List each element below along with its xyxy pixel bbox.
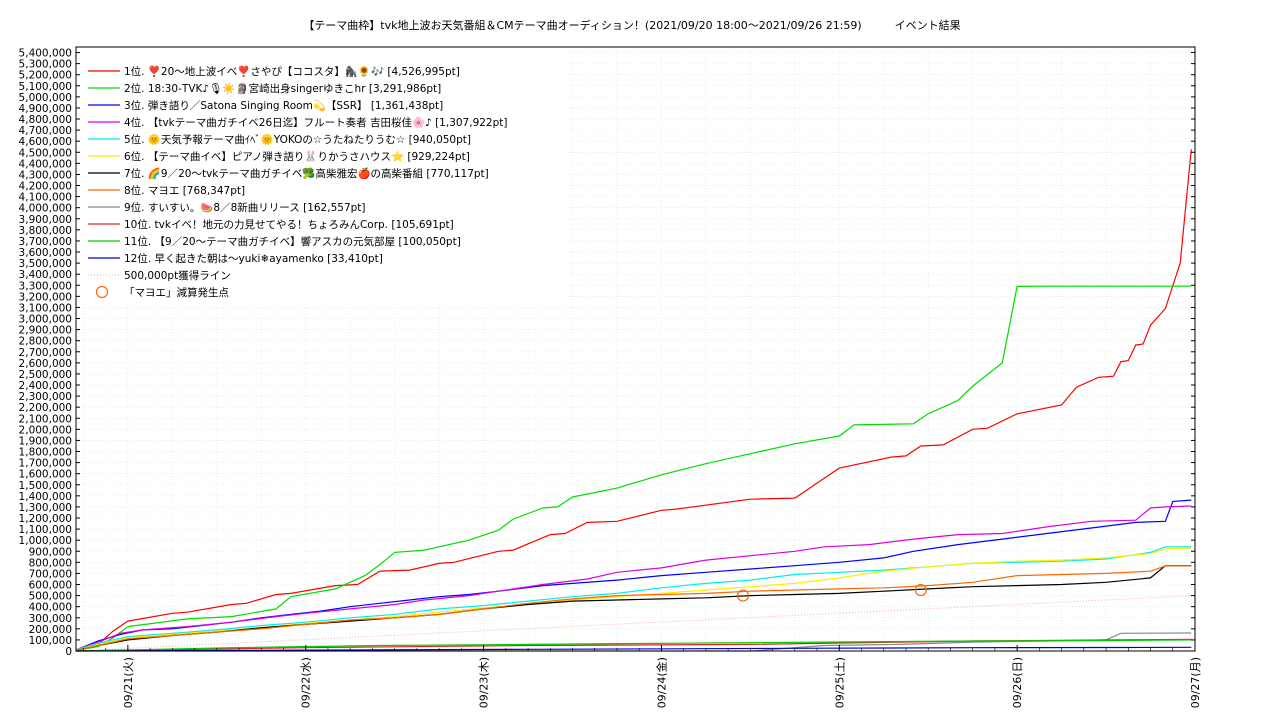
y-tick-label: 3,600,000 (19, 247, 72, 259)
legend-background (80, 52, 568, 306)
y-tick-label: 1,800,000 (19, 447, 72, 459)
legend-entry-annotation: 「マヨエ」減算発生点 (124, 286, 229, 299)
y-tick-label: 5,400,000 (19, 48, 72, 60)
y-tick-label: 1,600,000 (19, 469, 72, 481)
y-tick-label: 3,000,000 (19, 314, 72, 326)
series-line-4 (75, 505, 1192, 651)
y-tick-label: 1,700,000 (19, 458, 72, 470)
legend-entry-5: 5位. 🌞天気予報テーマ曲ｲﾍﾞ🌞YOKOの☆うたねたりうむ☆ [940,050… (124, 133, 471, 146)
y-tick-label: 1,200,000 (19, 513, 72, 525)
y-tick-label: 2,400,000 (19, 380, 72, 392)
y-tick-label: 4,800,000 (19, 114, 72, 126)
x-axis: 09/21(火) 09/22(水) 09/23(木) 09/24(金) 09/25(土)… (83, 645, 1202, 708)
y-tick-label: 4,500,000 (19, 147, 72, 159)
y-tick-label: 1,400,000 (19, 491, 72, 503)
y-tick-label: 2,500,000 (19, 369, 72, 381)
legend-entry-8: 8位. マヨエ [768,347pt] (124, 184, 245, 197)
x-tick-label: 09/22(水) (300, 657, 313, 708)
x-tick-label: 09/25(土) (833, 657, 846, 708)
y-tick-label: 2,800,000 (19, 336, 72, 348)
x-tick-label: 09/27(月) (1189, 657, 1202, 708)
y-tick-label: 4,000,000 (19, 203, 72, 215)
y-tick-label: 2,000,000 (19, 424, 72, 436)
y-tick-label: 5,100,000 (19, 81, 72, 93)
y-tick-label: 3,500,000 (19, 258, 72, 270)
y-tick-label: 5,000,000 (19, 92, 72, 104)
y-tick-label: 1,100,000 (19, 524, 72, 536)
series-group (75, 149, 1192, 652)
y-tick-label: 2,700,000 (19, 347, 72, 359)
series-line-1 (75, 149, 1192, 651)
y-tick-label: 3,800,000 (19, 225, 72, 237)
y-axis: 0100,000200,000300,000400,000500,000600,… (19, 48, 1195, 658)
y-tick-label: 4,600,000 (19, 136, 72, 148)
y-tick-label: 400,000 (29, 602, 72, 614)
y-tick-label: 4,200,000 (19, 181, 72, 193)
series-line-5 (75, 546, 1192, 651)
y-tick-label: 3,400,000 (19, 269, 72, 281)
series-line-12 (75, 646, 1192, 652)
y-tick-label: 0 (65, 646, 72, 658)
y-tick-label: 2,200,000 (19, 402, 72, 414)
legend-entry-3: 3位. 弾き語り／Satona Singing Room💫【SSR】 [1,36… (124, 99, 443, 112)
y-tick-label: 1,000,000 (19, 535, 72, 547)
y-tick-label: 3,100,000 (19, 302, 72, 314)
y-tick-label: 500,000 (29, 591, 72, 603)
y-tick-label: 1,500,000 (19, 480, 72, 492)
y-tick-label: 4,100,000 (19, 192, 72, 204)
legend-entry-4: 4位. 【tvkテーマ曲ガチイベ26日迄】フルート奏者 吉田桜佳🌸♪ [1,30… (124, 116, 508, 129)
y-tick-label: 600,000 (29, 580, 72, 592)
y-tick-label: 2,300,000 (19, 391, 72, 403)
x-tick-label: 09/26(日) (1011, 657, 1024, 708)
y-tick-label: 5,200,000 (19, 70, 72, 82)
series-line-11 (75, 639, 1192, 652)
x-tick-label: 09/24(金) (654, 657, 668, 708)
annotation-point-1 (736, 589, 750, 602)
y-tick-label: 4,300,000 (19, 169, 72, 181)
reference-line (75, 595, 1196, 652)
legend: 1位. ❣️20〜地上波イベ❣️さやぴ【ココスタ】🦍🌻🎶 [4,526,995p… (80, 52, 568, 306)
y-tick-label: 200,000 (29, 624, 72, 636)
y-tick-label: 5,300,000 (19, 59, 72, 71)
y-tick-label: 4,900,000 (19, 103, 72, 115)
y-tick-label: 1,300,000 (19, 502, 72, 514)
legend-entry-6: 6位. 【テーマ曲イベ】ピアノ弾き語り🐰りかうさハウス⭐ [929,224pt] (124, 150, 470, 163)
y-tick-label: 300,000 (29, 613, 72, 625)
series-line-9 (76, 632, 1192, 652)
y-tick-label: 3,900,000 (19, 214, 72, 226)
y-tick-label: 4,400,000 (19, 158, 72, 170)
legend-entry-10: 10位. tvkイベ！地元の力見せてやる！ちょろみんCorp. [105,691… (124, 218, 454, 231)
y-tick-label: 3,300,000 (19, 280, 72, 292)
legend-entry-9: 9位. すいすい。🍉8／8新曲リリース [162,557pt] (124, 201, 366, 214)
reference-line-500000 (75, 595, 1196, 652)
y-tick-label: 2,100,000 (19, 413, 72, 425)
chart-title: 【テーマ曲枠】tvk地上波お天気番組＆CMテーマ曲オーディション！(2021/0… (303, 18, 960, 32)
y-tick-label: 3,700,000 (19, 236, 72, 248)
y-tick-label: 900,000 (29, 546, 72, 558)
series-line-8 (75, 565, 1192, 651)
plot-frame (75, 46, 1196, 652)
legend-entry-12: 12位. 早く起きた朝は〜yuki❄ayamenko [33,410pt] (124, 252, 383, 265)
legend-entry-11: 11位. 【9／20〜テーマ曲ガチイベ】響アスカの元気部屋 [100,050pt… (124, 235, 461, 248)
y-tick-label: 3,200,000 (19, 291, 72, 303)
x-tick-label: 09/21(火) (122, 657, 135, 708)
annotation-markers (736, 583, 927, 602)
legend-entry-2: 2位. 18:30-TVK♪🎙☀️🗿宮崎出身singerゆきこhr [3,291… (124, 82, 441, 95)
y-tick-label: 100,000 (29, 635, 72, 647)
y-tick-label: 1,900,000 (19, 435, 72, 447)
y-tick-label: 4,700,000 (19, 125, 72, 137)
series-line-2 (75, 285, 1192, 651)
legend-entry-1: 1位. ❣️20〜地上波イベ❣️さやぴ【ココスタ】🦍🌻🎶 [4,526,995p… (124, 65, 460, 78)
legend-entry-7: 7位. 🌈9／20〜tvkテーマ曲ガチイベ🥦高柴雅宏🍎の高柴番組 [770,11… (124, 167, 489, 180)
y-tick-label: 800,000 (29, 557, 72, 569)
annotation-point-2 (914, 583, 927, 597)
legend-swatch-annotation (95, 285, 109, 299)
y-tick-label: 2,600,000 (19, 358, 72, 370)
y-tick-label: 2,900,000 (19, 325, 72, 337)
x-tick-label: 09/23(木) (478, 657, 491, 708)
legend-entry-reference: 500,000pt獲得ライン (124, 269, 231, 282)
y-tick-label: 700,000 (29, 568, 72, 580)
